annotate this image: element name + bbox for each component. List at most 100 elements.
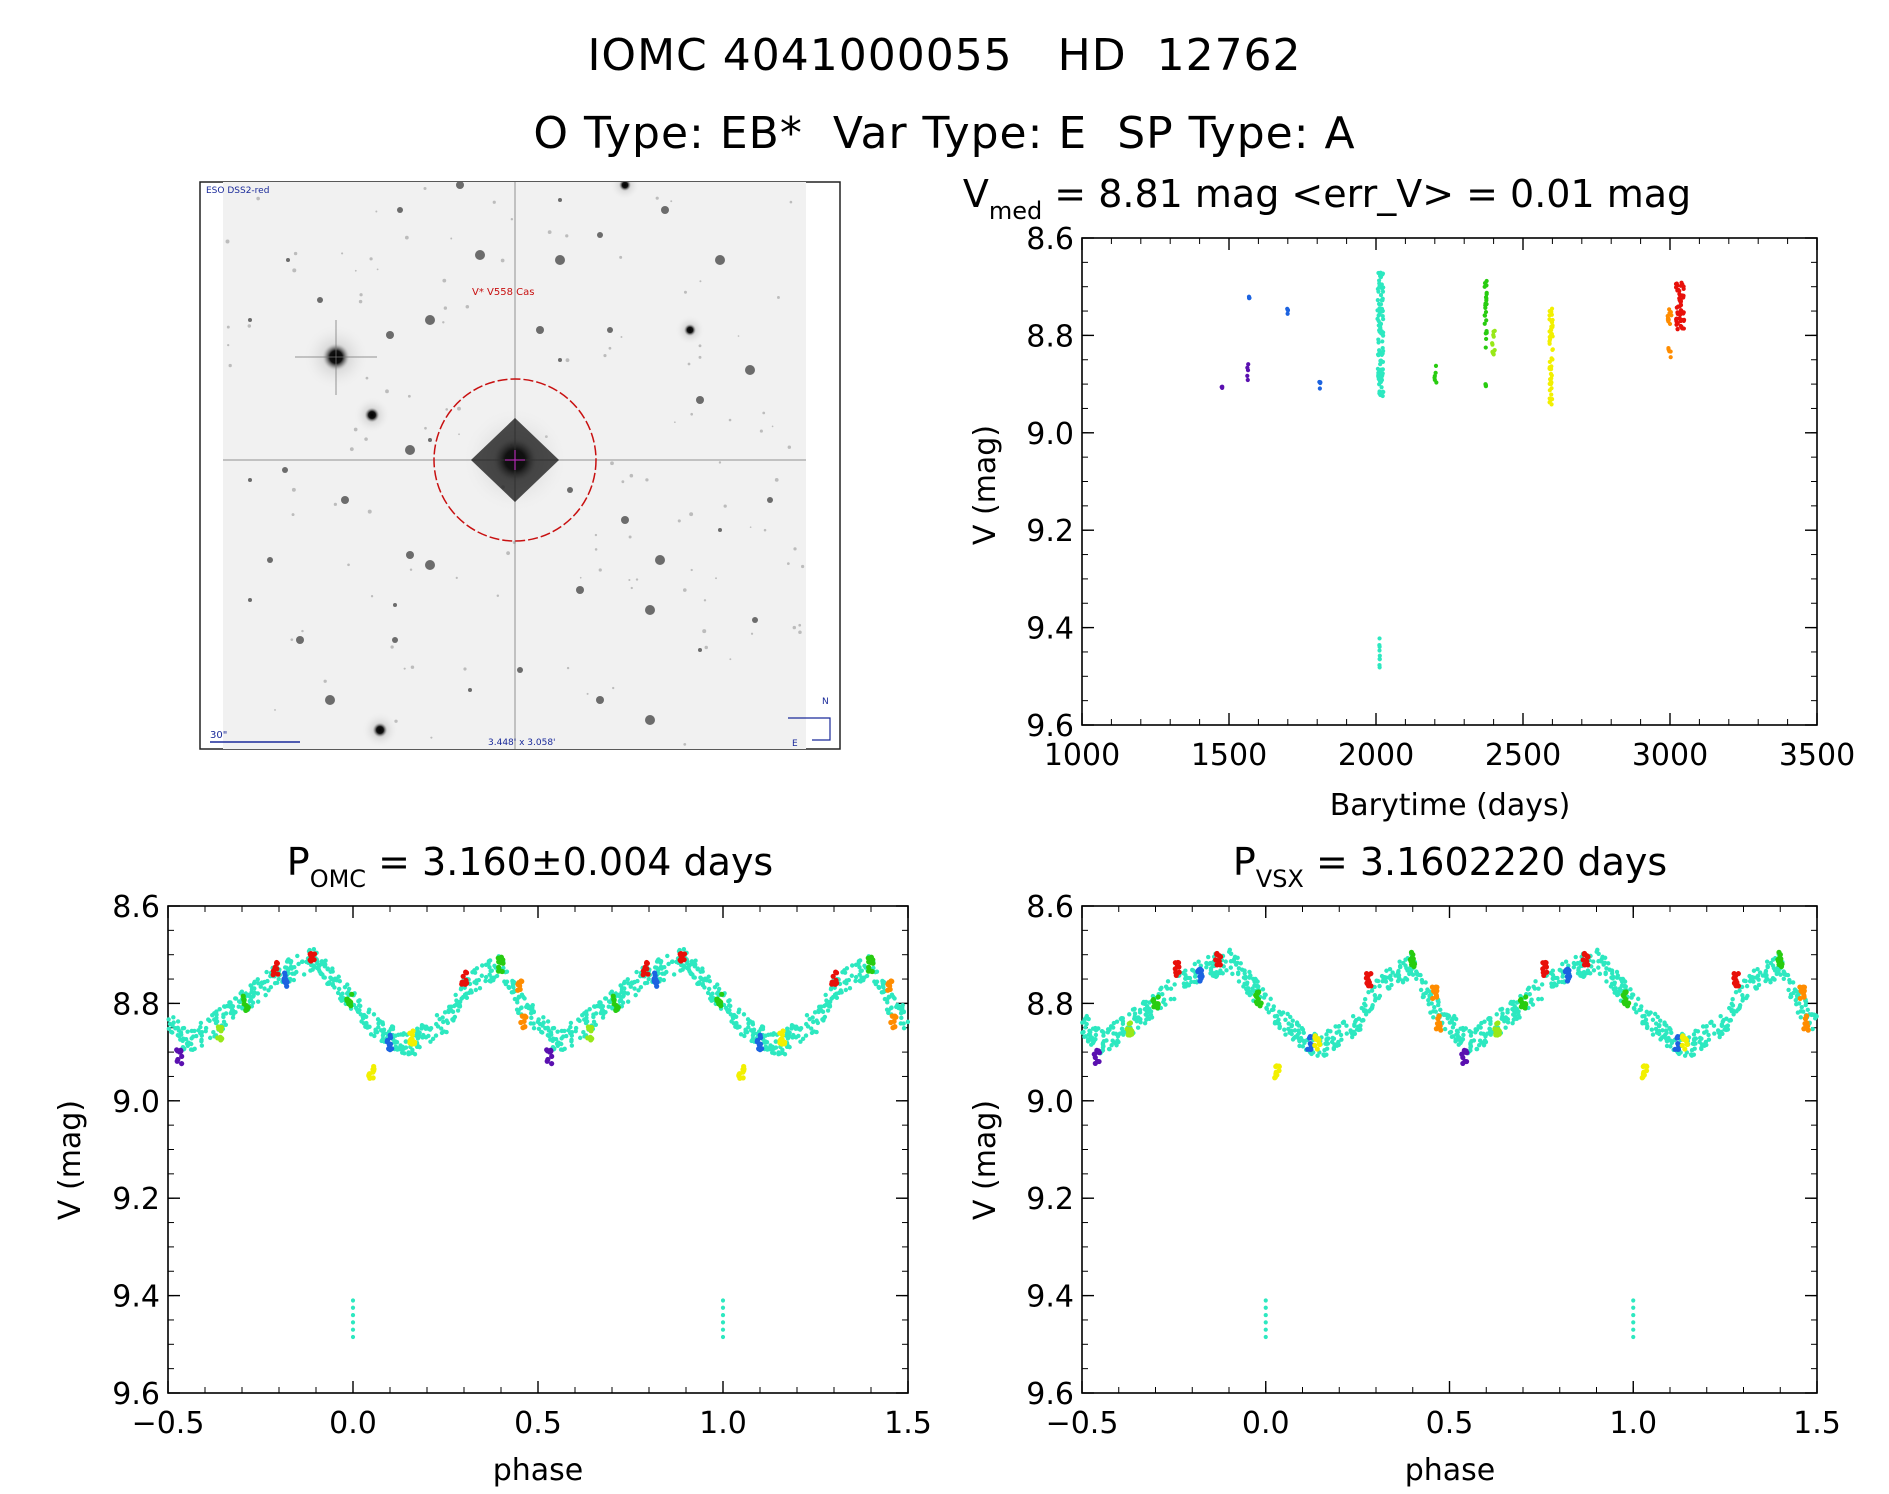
lightcurve-point: [1379, 376, 1384, 381]
phase_omc-point: [289, 966, 294, 971]
lightcurve-point: [1547, 388, 1552, 393]
phase_omc-point: [189, 1028, 194, 1034]
phase_vsx-point: [1088, 1030, 1093, 1035]
lightcurve-point: [1547, 381, 1552, 386]
phase_omc-point: [318, 971, 324, 976]
phase_vsx-point: [1433, 1009, 1438, 1014]
phase_omc-colored-point: [832, 981, 838, 987]
phase_omc-point: [811, 1029, 817, 1034]
phase_omc-point: [584, 1009, 589, 1014]
phase_omc-point: [291, 977, 297, 983]
lightcurve-point: [1674, 281, 1679, 286]
phase_vsx-point: [1791, 990, 1796, 996]
phase_omc-point: [625, 977, 630, 982]
lightcurve-point: [1681, 284, 1686, 289]
phase_vsx-point: [1093, 1032, 1099, 1038]
phase_omc-point: [265, 978, 270, 984]
lightcurve-point: [1490, 342, 1495, 347]
phase-omc-plot: POMC = 3.160±0.004 days −0.5 0.0 0.5 1.0 1.5…: [53, 840, 932, 1488]
phase_vsx-point: [1438, 1007, 1443, 1013]
phase_omc-colored-point: [519, 978, 525, 984]
phase_vsx-point: [1404, 965, 1409, 971]
lightcurve-point: [1482, 321, 1487, 326]
phase_vsx-point: [1754, 986, 1760, 991]
faint-field-star: [291, 513, 295, 517]
phase_omc-point: [862, 963, 867, 968]
phase_vsx-point: [1247, 969, 1252, 975]
phase_vsx-point: [1471, 1038, 1477, 1043]
phase_omc-point: [198, 1030, 203, 1036]
phase_vsx-point: [1252, 983, 1257, 988]
phase_omc-point: [810, 1015, 815, 1020]
phase_omc-point: [804, 1013, 810, 1018]
phase_omc-point: [247, 992, 252, 997]
phase_vsx-point: [1453, 1037, 1458, 1042]
phase_omc-colored-point: [645, 971, 651, 977]
phase_vsx-point: [1279, 1012, 1284, 1017]
phase_vsx-point: [1595, 947, 1600, 953]
phase_vsx-point: [1619, 979, 1625, 984]
phase_omc-point: [876, 985, 882, 990]
field-star: [645, 715, 655, 725]
phase_omc-colored-point: [545, 1056, 551, 1063]
lightcurve-point: [1376, 301, 1382, 307]
phase_omc-colored-point: [517, 986, 523, 993]
lightcurve-point: [1219, 384, 1224, 390]
phase_omc-point: [335, 990, 341, 996]
phase_vsx-point: [1689, 1053, 1695, 1058]
phase_omc-point: [674, 959, 679, 965]
phase_vsx-point: [1138, 1017, 1143, 1022]
phase_vsx-colored-point: [1172, 960, 1178, 966]
phase_omc-point: [504, 979, 510, 984]
phase_omc-point: [304, 959, 309, 965]
phase_omc-point: [450, 1017, 455, 1022]
phase_omc-colored-point: [500, 957, 506, 963]
phase_omc-colored-point: [736, 1071, 743, 1077]
phase_omc-point: [211, 1030, 216, 1035]
phase_omc-point: [789, 1024, 795, 1030]
phase-omc-points: [166, 947, 911, 1340]
phase_vsx-point: [1238, 961, 1243, 966]
field-star: [248, 478, 252, 482]
phase_vsx-colored-point: [1797, 984, 1803, 990]
phase_omc-point: [540, 1023, 545, 1028]
phase_omc-point: [593, 1011, 599, 1016]
phase_vsx-point: [1432, 1004, 1437, 1010]
phase_vsx-point: [1740, 998, 1745, 1003]
phase_omc-colored-point: [175, 1056, 181, 1063]
phase-vsx-title-sub: VSX: [1256, 865, 1304, 893]
lightcurve-point: [1678, 312, 1683, 317]
phase_vsx-colored-point: [1460, 1054, 1466, 1061]
phase_omc-point: [853, 974, 859, 980]
phase_vsx-point: [1646, 1012, 1651, 1017]
faint-field-star: [798, 630, 802, 635]
phase_vsx-point: [1765, 964, 1770, 970]
phase_vsx-point: [1230, 971, 1235, 977]
faint-field-star: [786, 562, 790, 566]
phase_vsx-point: [1260, 987, 1266, 992]
phase_omc-point: [441, 1029, 447, 1034]
phase_vsx-point: [1747, 978, 1753, 984]
phase_vsx-point: [1266, 1002, 1271, 1007]
phase_vsx-point: [1488, 1019, 1493, 1024]
phase_omc-point: [506, 985, 512, 990]
faint-field-star: [763, 528, 767, 532]
phase_omc-colored-point: [548, 1048, 554, 1054]
phase_vsx-point: [1513, 1006, 1518, 1011]
phase_vsx-colored-point: [1438, 1027, 1444, 1033]
phase_vsx-point: [1527, 992, 1532, 997]
phase_vsx-point: [1387, 966, 1393, 972]
lightcurve-point: [1377, 648, 1382, 653]
faint-field-star: [404, 235, 409, 240]
phase_omc-colored-point: [677, 957, 683, 963]
phase_omc-colored-point: [869, 968, 875, 975]
phase_vsx-point: [1740, 993, 1745, 998]
phase_omc-point: [665, 953, 670, 959]
faint-field-star: [628, 578, 631, 582]
phase_omc-colored-point: [218, 1028, 224, 1034]
phase_omc-point: [400, 1050, 405, 1055]
faint-field-star: [547, 230, 552, 235]
phase_omc-colored-point: [652, 970, 658, 976]
phase_omc-point: [671, 972, 677, 977]
